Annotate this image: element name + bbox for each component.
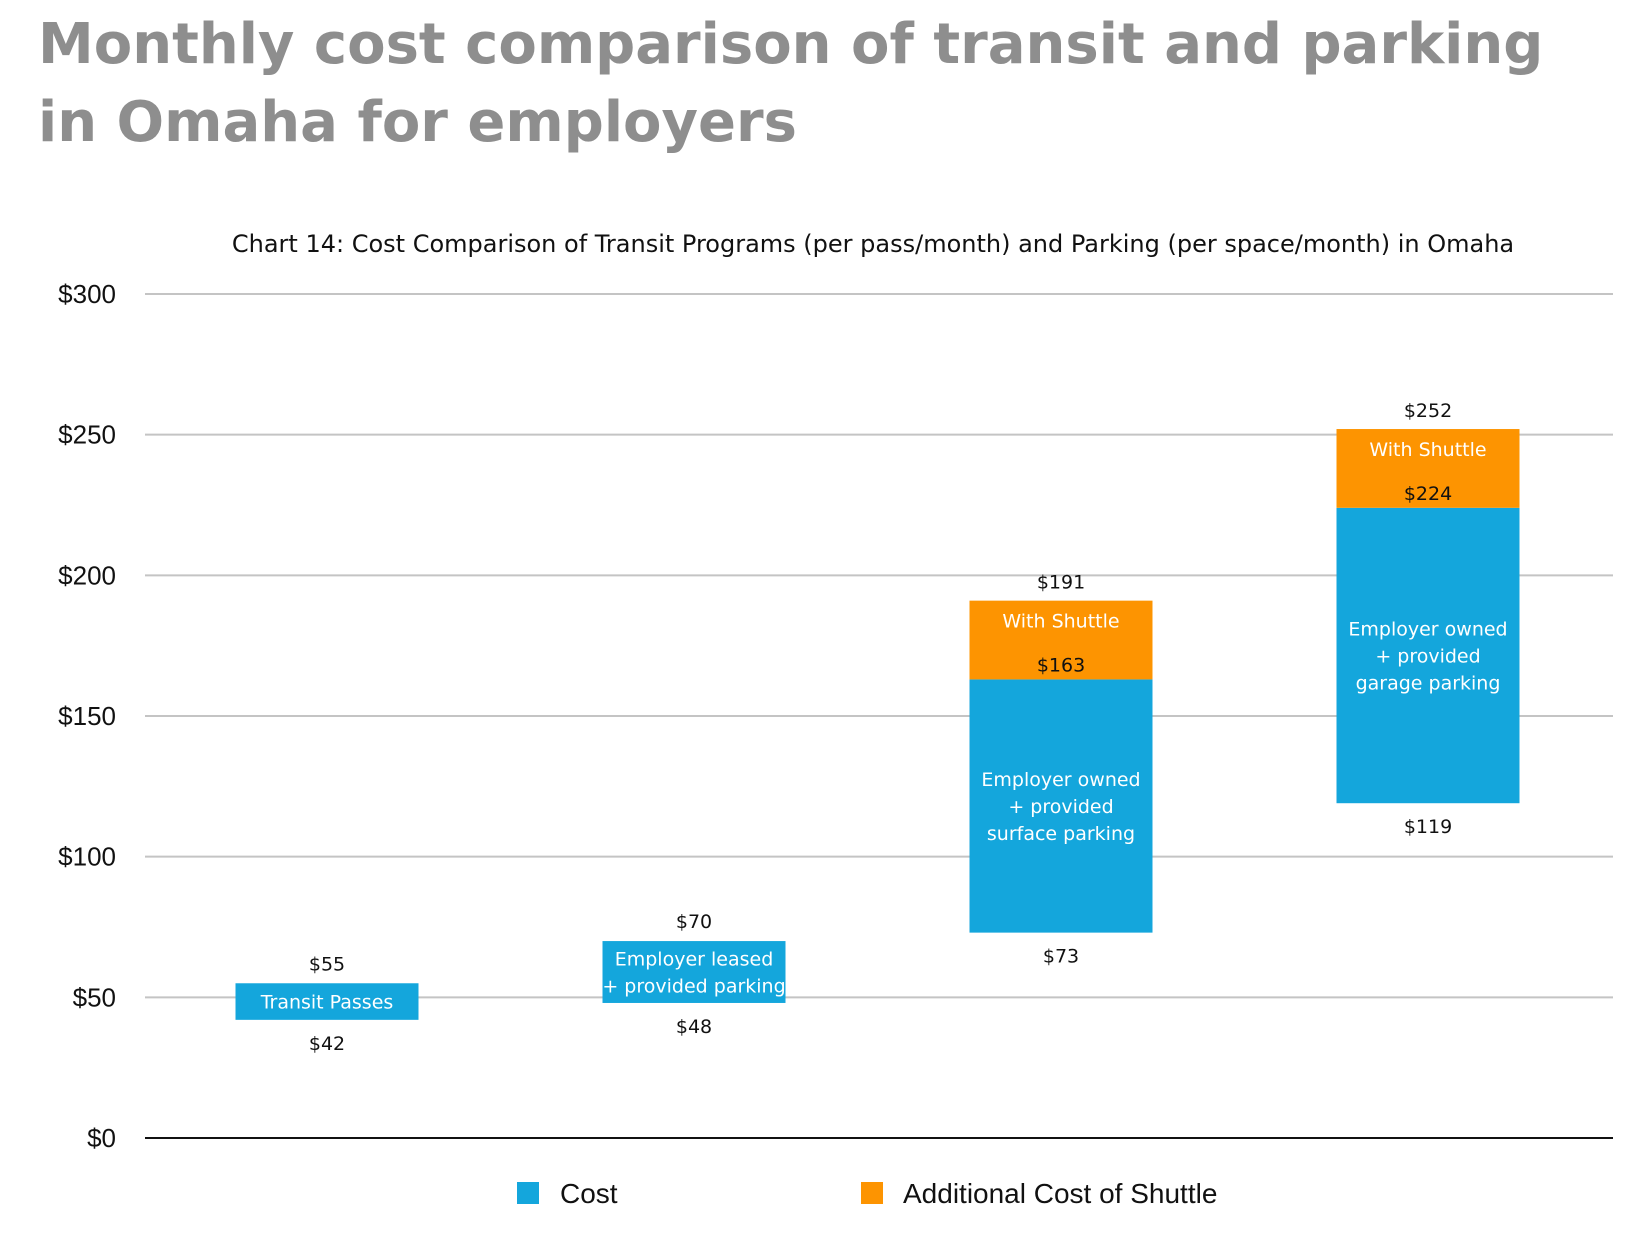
- cost-bar: [1336, 507, 1520, 804]
- y-axis: $0 $50 $100 $150 $200 $250 $300: [58, 279, 116, 1153]
- page-title: Monthly cost comparison of transit and p…: [38, 12, 1544, 155]
- bar-low-value-label: $48: [676, 1016, 712, 1038]
- cost-bar: [235, 983, 419, 1020]
- bar-group: Employer owned + provided garage parking $1…: [1336, 400, 1520, 838]
- shuttle-top-value-label: $191: [1037, 572, 1085, 594]
- shuttle-bar: [969, 600, 1153, 680]
- bar-high-value-label: $55: [309, 953, 345, 975]
- bar-label: + provided: [1375, 646, 1480, 668]
- legend-label-shuttle: Additional Cost of Shuttle: [903, 1178, 1217, 1209]
- bars: Transit Passes $42 $55 Employer leased + pro…: [235, 400, 1520, 1055]
- bar-label: surface parking: [987, 823, 1135, 845]
- y-tick-label: $200: [58, 560, 116, 590]
- y-tick-label: $100: [58, 842, 116, 872]
- bar-label: Employer leased: [615, 949, 774, 971]
- bar-label: garage parking: [1356, 673, 1501, 695]
- y-tick-label: $150: [58, 701, 116, 731]
- cost-bar: [602, 941, 786, 1003]
- legend: Cost Additional Cost of Shuttle: [517, 1178, 1217, 1209]
- bar-label: Employer owned: [1348, 619, 1507, 641]
- bar-group: Transit Passes $42 $55: [235, 953, 419, 1055]
- bar-label: + provided: [1008, 796, 1113, 818]
- bar-high-value-label: $163: [1037, 654, 1085, 676]
- bar-high-value-label: $224: [1404, 483, 1452, 505]
- bar-label: Employer owned: [981, 769, 1140, 791]
- bar-label: Transit Passes: [260, 992, 394, 1014]
- bar-low-value-label: $119: [1404, 816, 1452, 838]
- y-tick-label: $300: [58, 279, 116, 309]
- bar-low-value-label: $42: [309, 1033, 345, 1055]
- bar-label: + provided parking: [602, 976, 785, 998]
- shuttle-bar-label: With Shuttle: [1002, 611, 1119, 633]
- legend-label-cost: Cost: [560, 1178, 618, 1209]
- shuttle-bar-label: With Shuttle: [1369, 439, 1486, 461]
- y-tick-label: $0: [87, 1123, 116, 1153]
- bar-high-value-label: $70: [676, 911, 712, 933]
- y-tick-label: $50: [73, 982, 116, 1012]
- shuttle-top-value-label: $252: [1404, 400, 1452, 422]
- bar-low-value-label: $73: [1043, 946, 1079, 968]
- shuttle-bar: [1336, 429, 1520, 508]
- bar-group: Employer owned + provided surface parking $…: [969, 572, 1153, 968]
- legend-swatch-shuttle: [861, 1182, 883, 1204]
- chart-title: Chart 14: Cost Comparison of Transit Pro…: [232, 230, 1514, 258]
- bar-group: Employer leased + provided parking $48 $70: [602, 911, 785, 1038]
- cost-bar: [969, 679, 1153, 933]
- legend-swatch-cost: [517, 1182, 539, 1204]
- y-tick-label: $250: [58, 420, 116, 450]
